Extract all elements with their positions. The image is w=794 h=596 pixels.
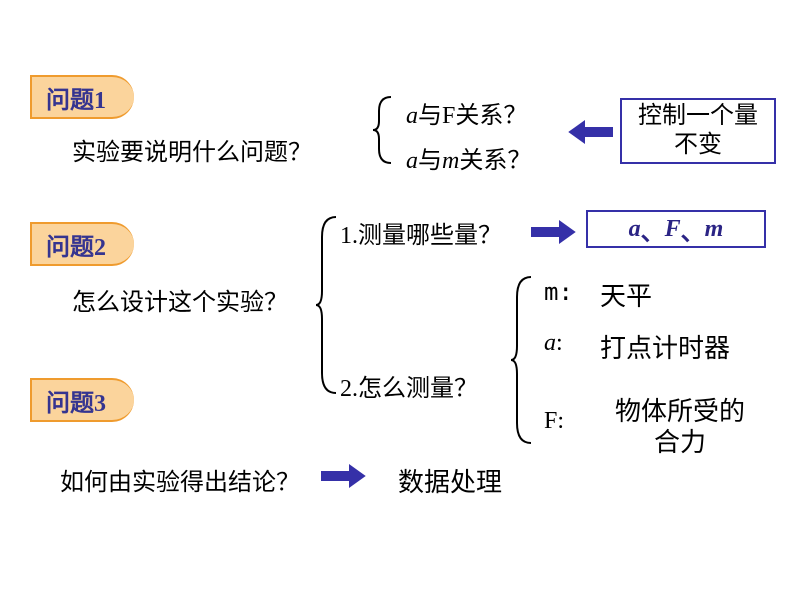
box-control: 控制一个量 不变 xyxy=(620,98,776,164)
q1-rel2-a: a xyxy=(406,148,418,174)
F-value: 物体所受的 合力 xyxy=(600,396,760,458)
q2-text: 怎么设计这个实验？ xyxy=(72,282,288,317)
brace-q2-measure xyxy=(509,275,535,445)
m-value: 天平 xyxy=(600,276,652,313)
q1-rel1-rest: 与F关系？ xyxy=(418,103,527,129)
tab-q1-label: 问题1 xyxy=(46,80,106,115)
tab-q2-label: 问题2 xyxy=(46,227,106,262)
a-label-post: : xyxy=(556,330,563,356)
F-label: F: xyxy=(544,408,564,435)
q3-result: 数据处理 xyxy=(398,462,502,499)
arrow-left-q1 xyxy=(568,118,614,146)
tab-q3: 问题3 xyxy=(30,378,134,422)
ans-sep2: 、 xyxy=(681,212,705,247)
tab-q1: 问题1 xyxy=(30,75,134,119)
arrow-right-q3 xyxy=(320,462,366,490)
m-label: m: xyxy=(544,278,573,306)
q2-sub1: 1.测量哪些量？ xyxy=(340,215,502,250)
a-label-pre: a xyxy=(544,330,556,356)
box-control-l1: 控制一个量 xyxy=(638,102,758,131)
arrow-right-q2 xyxy=(530,218,576,246)
q1-rel2-mid: 与 xyxy=(418,148,442,174)
box-control-l2: 不变 xyxy=(674,131,722,160)
q1-text: 实验要说明什么问题？ xyxy=(72,132,312,167)
ans-m: m xyxy=(705,216,724,243)
a-value: 打点计时器 xyxy=(600,328,730,365)
tab-q3-label: 问题3 xyxy=(46,383,106,418)
q1-rel2-m: m xyxy=(442,148,459,174)
ans-F: F xyxy=(665,216,681,243)
q3-text: 如何由实验得出结论？ xyxy=(60,462,300,497)
a-label: a: xyxy=(544,330,563,357)
F-value-l2: 合力 xyxy=(600,427,760,458)
ans-a: a xyxy=(629,216,641,243)
brace-q2 xyxy=(314,215,340,395)
answer-box-afm: a 、 F 、 m xyxy=(586,210,766,248)
tab-q2: 问题2 xyxy=(30,222,134,266)
ans-sep1: 、 xyxy=(641,212,665,247)
brace-q1 xyxy=(371,95,395,165)
q1-rel2-post: 关系？ xyxy=(459,148,531,174)
q1-rel1: a与F关系？ xyxy=(406,95,527,130)
q1-rel2: a与m关系？ xyxy=(406,140,531,175)
F-value-l1: 物体所受的 xyxy=(600,396,760,427)
q2-sub2: 2.怎么测量？ xyxy=(340,368,478,403)
q1-rel1-a: a xyxy=(406,103,418,129)
